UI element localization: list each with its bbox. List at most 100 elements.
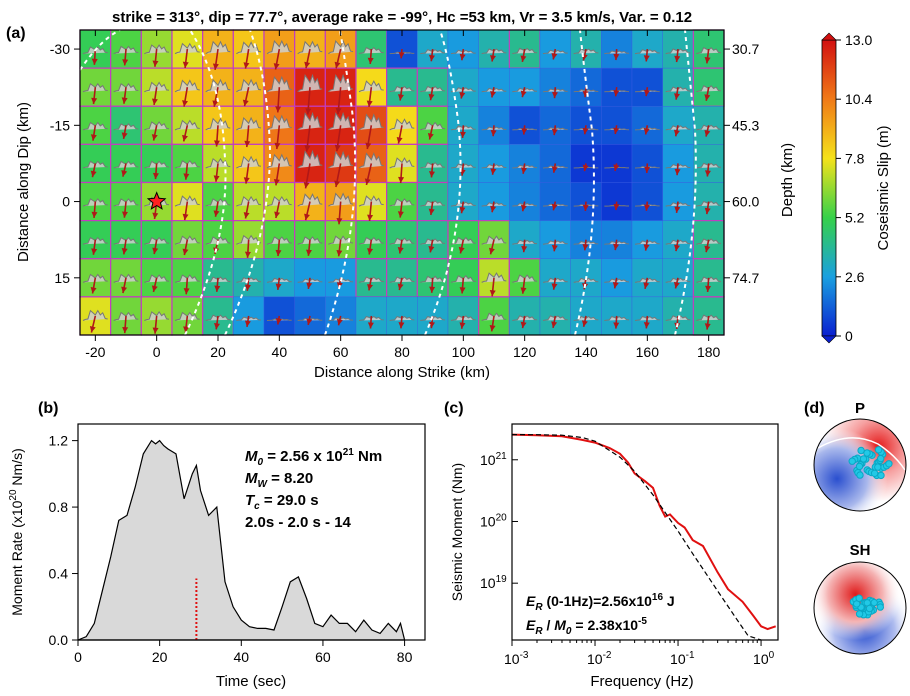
slip-arrow-head bbox=[182, 213, 189, 221]
slip-arrow-head bbox=[458, 246, 465, 254]
cell-stf bbox=[174, 119, 200, 131]
slip-arrow-head bbox=[396, 137, 403, 144]
slip-arrow-head bbox=[521, 246, 528, 253]
slip-arrow-head bbox=[91, 248, 98, 255]
slip-arrow-head bbox=[674, 55, 681, 63]
colorbar-label: Coseismic Slip (m) bbox=[875, 125, 892, 250]
slip-arrow-head bbox=[643, 322, 650, 329]
slip-arrow-head bbox=[551, 203, 558, 211]
cell-stf bbox=[266, 39, 292, 55]
x-tick-label: 40 bbox=[272, 344, 288, 360]
slip-arrow-head bbox=[520, 321, 527, 329]
cell-stf bbox=[481, 272, 507, 283]
slip-arrow-head bbox=[490, 55, 496, 62]
slip-arrow-head bbox=[613, 90, 620, 97]
slip-arrow-head bbox=[521, 167, 527, 174]
y-tick-label: -30 bbox=[50, 41, 70, 57]
discretization-annotation: 2.0s - 2.0 s - 14 bbox=[245, 514, 352, 531]
slip-arrow-head bbox=[427, 133, 434, 140]
subfault-cell bbox=[416, 220, 449, 260]
cell-stf bbox=[266, 75, 292, 93]
panel-d-label: (d) bbox=[804, 400, 824, 417]
p-station bbox=[856, 471, 864, 479]
slip-arrow-head bbox=[459, 131, 466, 138]
slip-arrow-head bbox=[551, 91, 558, 99]
cell-stf bbox=[236, 155, 262, 169]
slip-arrow-head bbox=[214, 285, 221, 292]
slip-arrow-head bbox=[673, 281, 680, 289]
slip-arrow-head bbox=[151, 285, 158, 292]
sh-station bbox=[876, 603, 884, 611]
slip-arrow-head bbox=[214, 323, 220, 330]
colorbar-tick-label: 2.6 bbox=[845, 269, 865, 285]
slip-arrow-head bbox=[613, 127, 620, 135]
x-tick-label: 80 bbox=[394, 344, 410, 360]
panel-c-label: (c) bbox=[444, 400, 464, 417]
cell-stf bbox=[328, 192, 354, 207]
slip-arrow-head bbox=[582, 90, 589, 98]
subfault-cell bbox=[539, 144, 571, 183]
scaled-energy-annotation: ER / M0 = 2.38x10-5 bbox=[526, 616, 647, 637]
subfault-cell bbox=[539, 182, 571, 221]
slip-arrow-head bbox=[367, 322, 374, 329]
b-x-tick-label: 0 bbox=[74, 649, 82, 665]
slip-arrow-head bbox=[91, 97, 98, 105]
cell-stf bbox=[358, 80, 384, 93]
slip-arrow-head bbox=[305, 249, 312, 256]
slip-arrow-head bbox=[182, 248, 189, 256]
slip-arrow-head bbox=[428, 93, 435, 101]
slip-arrow-head bbox=[90, 170, 97, 178]
slip-arrow-head bbox=[551, 321, 558, 328]
slip-arrow-head bbox=[334, 144, 341, 152]
slip-arrow-head bbox=[398, 322, 405, 329]
slip-arrow-head bbox=[303, 181, 310, 189]
x-tick-label: 140 bbox=[574, 344, 598, 360]
cell-stf bbox=[389, 157, 415, 169]
slip-arrow-head bbox=[244, 140, 251, 148]
cell-stf bbox=[328, 150, 354, 169]
sh-beachball-label: SH bbox=[850, 542, 871, 559]
subfault-cell bbox=[631, 67, 663, 107]
p-station bbox=[870, 469, 879, 477]
observed-spectrum bbox=[511, 433, 777, 631]
slip-arrow-head bbox=[121, 286, 128, 294]
slip-arrow-head bbox=[182, 100, 188, 107]
slip-arrow-head bbox=[91, 211, 98, 218]
depth-tick-label: 45.3 bbox=[732, 117, 759, 133]
slip-arrow-head bbox=[244, 320, 251, 327]
hypocenter-star-icon bbox=[146, 191, 167, 210]
slip-arrow-head bbox=[213, 210, 220, 217]
panel-c-ylabel: Seismic Moment (Nm) bbox=[449, 463, 465, 601]
m0-annotation: M0 = 2.56 x 1021 Nm bbox=[245, 447, 382, 468]
slip-arrow-head bbox=[428, 171, 435, 178]
cell-stf bbox=[266, 153, 292, 169]
panel-c-xlabel: Frequency (Hz) bbox=[590, 673, 693, 690]
subfault-cell bbox=[539, 29, 571, 69]
cell-stf bbox=[328, 39, 354, 55]
slip-arrow-head bbox=[582, 244, 589, 251]
slip-arrow-head bbox=[397, 283, 404, 291]
sh-station bbox=[870, 598, 878, 607]
panel-b-annotations: M0 = 2.56 x 1021 Nm MW = 8.20 Tc = 29.0 … bbox=[245, 447, 382, 531]
slip-arrow-head bbox=[397, 247, 404, 254]
slip-arrow-head bbox=[520, 55, 527, 62]
slip-arrow-head bbox=[91, 58, 98, 65]
x-tick-label: 160 bbox=[636, 344, 660, 360]
panel-a-depth-ticks: 30.7 45.3 60.0 74.7 bbox=[724, 41, 759, 286]
slip-vectors bbox=[89, 48, 712, 334]
slip-arrow-head bbox=[273, 63, 280, 70]
slip-arrow-head bbox=[151, 134, 158, 141]
slip-arrow-head bbox=[367, 283, 373, 291]
subfault-cell bbox=[631, 258, 663, 298]
panel-a-label: (a) bbox=[6, 25, 26, 42]
panel-b-label: (b) bbox=[38, 400, 58, 417]
p-station-markers bbox=[848, 446, 893, 480]
slip-arrow-head bbox=[364, 178, 371, 185]
slip-arrow-head bbox=[520, 204, 527, 212]
cell-stf bbox=[205, 40, 231, 55]
slip-arrow-head bbox=[459, 322, 466, 329]
b-y-tick-label: 0.4 bbox=[49, 566, 69, 582]
cell-stf bbox=[297, 149, 323, 169]
slip-arrow-head bbox=[490, 130, 497, 137]
